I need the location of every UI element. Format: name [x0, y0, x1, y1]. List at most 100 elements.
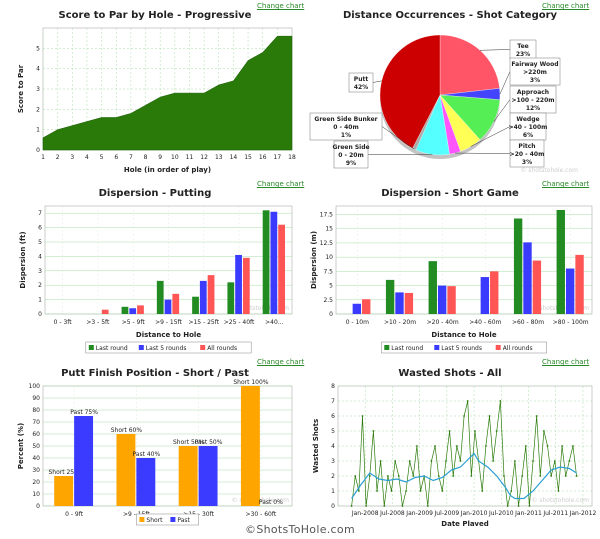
data-point	[434, 445, 436, 447]
y-tick-label: 0	[38, 311, 42, 318]
data-point	[383, 505, 386, 507]
data-point	[405, 490, 407, 492]
change-chart-link-6[interactable]: Change chart	[542, 358, 590, 366]
y-tick-label: 20	[32, 479, 40, 486]
bar	[428, 261, 437, 314]
pie-leader	[381, 126, 415, 150]
chart-title: Putt Finish Position - Short / Past	[61, 368, 249, 379]
pie-label: 3%	[530, 77, 540, 84]
data-point	[543, 430, 545, 432]
pie-label: 3%	[522, 159, 532, 166]
chart-dispersion-putting: Dispersion - Putting 0 1 2 3 4 5 6 7 Dispersion …	[19, 188, 293, 354]
bar	[172, 293, 180, 314]
bar	[385, 279, 395, 314]
x-tick-label: 14	[230, 154, 238, 161]
data-point	[426, 505, 429, 507]
pie-label: Approach	[517, 89, 549, 96]
data-point	[506, 505, 509, 507]
data-point	[539, 475, 542, 477]
data-point	[517, 505, 520, 507]
data-point	[572, 445, 574, 447]
bar	[278, 224, 286, 314]
y-tick-label: 3	[38, 268, 42, 275]
plot-background	[335, 205, 593, 315]
change-chart-link-4[interactable]: Change chart	[542, 180, 590, 188]
chart-title: Dispersion - Short Game	[381, 188, 519, 199]
change-chart-link-1[interactable]: Change chart	[257, 2, 305, 10]
y-tick-label: 1	[36, 127, 40, 134]
pie-label: >40 - 100m	[509, 124, 548, 131]
bar	[74, 416, 94, 506]
data-point	[524, 445, 527, 447]
data-point	[528, 505, 531, 507]
x-tick-label: 9	[158, 154, 162, 161]
bar	[137, 305, 144, 314]
data-point	[412, 475, 415, 477]
data-point	[553, 460, 556, 462]
y-tick-label: 10	[325, 254, 333, 261]
pie-label: 6%	[523, 132, 533, 139]
x-tick-label: 7	[129, 154, 133, 161]
bar	[490, 271, 499, 314]
data-point	[448, 430, 451, 432]
y-tick-label: 8	[331, 383, 335, 390]
data-point	[532, 460, 534, 462]
change-chart-link-3[interactable]: Change chart	[257, 180, 305, 188]
y-tick-label: 2	[36, 106, 40, 113]
change-chart-link-5[interactable]: Change chart	[257, 358, 305, 366]
x-tick-label: Jul-2009	[434, 510, 460, 517]
bar	[523, 242, 532, 314]
y-tick-label: 3	[36, 86, 40, 93]
pie-label: 0 - 20m	[338, 152, 363, 159]
data-point	[568, 460, 571, 462]
data-label: Short 60%	[111, 427, 143, 434]
x-tick-label: 6	[114, 154, 118, 161]
change-chart-link-2[interactable]: Change chart	[542, 2, 590, 10]
x-tick-label: 13	[215, 154, 223, 161]
x-tick-label: Jan-2008	[351, 510, 379, 517]
bar	[136, 458, 156, 506]
x-tick-label: >5 - 9ft	[122, 319, 146, 326]
chart-score-to-par: Score to Par by Hole - Progressive 01234…	[17, 10, 296, 174]
bar	[192, 296, 199, 314]
x-tick-label: 3	[70, 154, 74, 161]
pie-label: >220m	[523, 69, 547, 76]
x-tick-label: 8	[144, 154, 148, 161]
pie-label: Pitch	[518, 143, 535, 150]
y-tick-label: 90	[32, 395, 40, 402]
pie-label-box	[509, 139, 545, 168]
pie-label-box	[333, 140, 369, 169]
bar	[565, 268, 575, 314]
data-point	[474, 430, 476, 432]
pie-label: 1%	[341, 132, 351, 139]
x-tick-label: Jul-2008	[379, 510, 405, 517]
pie-label: >100 - 220m	[512, 97, 555, 104]
legend-label: Short	[146, 517, 163, 524]
y-tick-label: 5	[329, 283, 333, 290]
data-point	[470, 475, 473, 477]
y-tick-label: 60	[32, 431, 40, 438]
y-tick-label: 5	[38, 239, 42, 246]
legend-label: Last round	[391, 345, 423, 352]
data-point	[408, 460, 411, 462]
x-tick-label: >15 - 25ft	[188, 319, 219, 326]
bar	[513, 218, 523, 314]
data-point	[459, 460, 462, 462]
data-label: Past 75%	[70, 409, 98, 416]
pie-label: 9%	[346, 160, 356, 167]
y-tick-label: 4	[331, 443, 335, 450]
x-tick-label: >20 - 40m	[427, 319, 459, 326]
bar	[404, 292, 414, 314]
chart-wasted-shots: Wasted Shots - All 0 1 2 3 4 5 6 7 8 Wasted Shots…	[312, 368, 596, 526]
x-axis-label: Date Played	[441, 520, 488, 526]
plot-background	[337, 385, 593, 507]
legend-label: Last 5 rounds	[441, 345, 482, 352]
bar	[556, 209, 565, 314]
data-point	[466, 400, 469, 402]
legend-swatch	[170, 517, 176, 522]
bar	[235, 254, 242, 314]
y-tick-label: 30	[32, 467, 40, 474]
y-tick-label: 15	[325, 226, 333, 233]
y-axis-label: Wasted Shots	[312, 419, 320, 473]
y-tick-label: 80	[32, 407, 40, 414]
